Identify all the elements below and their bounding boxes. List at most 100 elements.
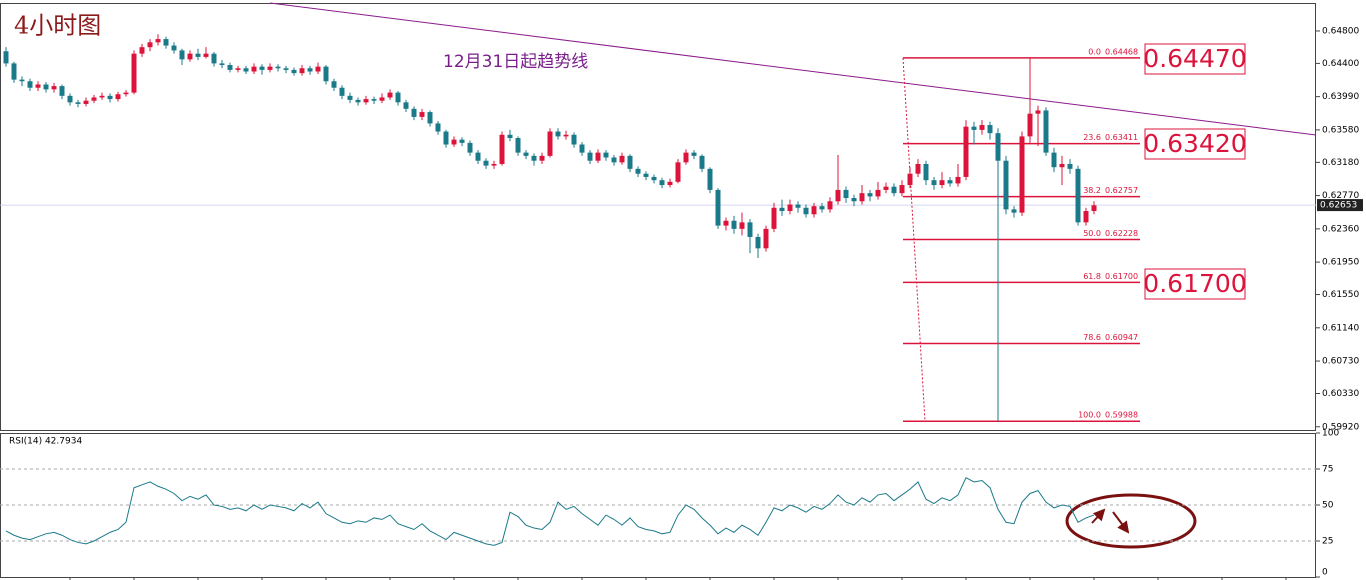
candle-body	[979, 125, 985, 130]
fib-price: 0.60947	[1105, 333, 1138, 342]
candle-body	[1075, 168, 1081, 223]
candle-body	[419, 112, 425, 117]
fib-ratio: 78.6	[1083, 333, 1101, 342]
candle-body	[699, 155, 705, 169]
y-tick-label: 0.63580	[1322, 125, 1359, 135]
candle-body	[155, 39, 161, 43]
candle-body	[795, 204, 801, 208]
y-tick-label: 50	[1322, 501, 1334, 511]
candle-body	[891, 186, 897, 194]
candle-body	[395, 92, 401, 103]
last-price-label: 0.62653	[1320, 201, 1357, 211]
candle-body	[515, 138, 521, 153]
candle-body	[363, 99, 369, 103]
candle-body	[811, 206, 817, 215]
candle-body	[531, 155, 537, 161]
candle-body	[675, 162, 681, 182]
candle-body	[995, 133, 1001, 161]
candle-body	[299, 68, 305, 74]
rsi-line	[5, 476, 1095, 546]
fib-price: 0.61700	[1105, 272, 1138, 281]
candle-body	[1011, 209, 1017, 213]
y-tick-label: 0.64400	[1322, 59, 1359, 69]
candle-body	[939, 180, 945, 186]
candle-body	[859, 193, 865, 202]
fib-price: 0.62757	[1105, 186, 1138, 195]
candle-body	[595, 152, 601, 161]
candle-body	[603, 152, 609, 158]
y-tick-label: 0.62770	[1322, 191, 1359, 201]
candle-body	[851, 198, 857, 202]
candle-body	[195, 53, 201, 57]
candle-body	[931, 180, 937, 186]
candle-body	[355, 99, 361, 103]
candle-body	[755, 236, 761, 249]
candle-body	[723, 220, 729, 226]
callout-box	[1144, 128, 1246, 160]
candle-body	[339, 87, 345, 96]
highlight-oval	[1065, 493, 1197, 549]
candle-body	[571, 134, 577, 145]
candle-body	[507, 134, 513, 139]
candle-body	[323, 66, 329, 82]
candle-body	[259, 66, 265, 70]
candle-body	[67, 95, 73, 103]
candle-body	[243, 68, 249, 72]
candle-body	[523, 152, 529, 156]
candle-body	[971, 126, 977, 130]
y-tick-label: 100	[1322, 429, 1339, 439]
candle-body	[915, 163, 921, 174]
candle-body	[779, 207, 785, 212]
candle-body	[1035, 110, 1041, 114]
candle-body	[787, 204, 793, 212]
candle-body	[683, 152, 689, 163]
candle-body	[827, 201, 833, 210]
candle-body	[923, 163, 929, 181]
fib-ratio: 50.0	[1083, 229, 1101, 238]
y-tick-label: 0.60330	[1322, 389, 1359, 399]
fib-price: 0.64468	[1105, 47, 1138, 56]
candle-body	[803, 207, 809, 215]
y-tick-label: 0.61550	[1322, 290, 1359, 300]
candle-body	[539, 155, 545, 161]
candle-body	[499, 134, 505, 164]
candle-body	[171, 45, 177, 51]
candle-body	[731, 220, 737, 229]
candle-body	[411, 108, 417, 117]
candle-body	[987, 125, 993, 134]
candle-body	[99, 95, 105, 98]
candle-body	[83, 100, 89, 104]
candle-body	[691, 152, 697, 156]
fib-price: 0.59988	[1105, 411, 1138, 420]
candle-body	[667, 181, 673, 186]
candle-body	[187, 53, 193, 60]
candle-body	[1019, 136, 1025, 213]
candle-body	[3, 51, 9, 64]
candle-body	[139, 47, 145, 54]
candle-body	[267, 66, 273, 70]
y-tick-label: 75	[1322, 465, 1333, 475]
y-tick-label: 25	[1322, 537, 1333, 547]
candle-body	[867, 193, 873, 197]
candle-body	[43, 84, 49, 90]
fib-price: 0.62228	[1105, 229, 1138, 238]
candle-body	[27, 81, 33, 88]
price-panel	[0, 3, 1316, 431]
candle-body	[579, 144, 585, 153]
fib-price: 0.63411	[1105, 133, 1138, 142]
callout: 0.64470	[1143, 44, 1246, 73]
candle-body	[163, 39, 169, 46]
candle-body	[283, 68, 289, 70]
candle-body	[459, 139, 465, 143]
candle-body	[947, 180, 953, 184]
candle-body	[467, 142, 473, 153]
candle-body	[203, 53, 209, 57]
candle-body	[1091, 205, 1097, 212]
annotation: 12月31日起趋势线	[443, 52, 588, 72]
candle-body	[331, 81, 337, 88]
candle-body	[907, 173, 913, 186]
candle-body	[379, 97, 385, 101]
candle-body	[483, 160, 489, 166]
candle-body	[179, 50, 185, 60]
